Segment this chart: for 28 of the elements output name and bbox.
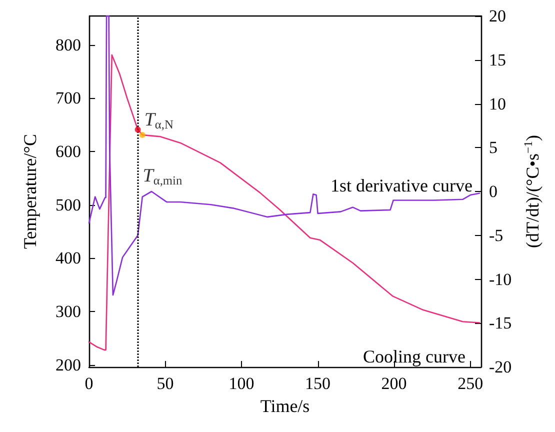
series-label: 1st derivative curve <box>330 175 472 196</box>
y2-tick-label: -20 <box>489 358 512 376</box>
y-tick-label: 200 <box>56 355 81 374</box>
y2-tick-label: -15 <box>489 314 512 333</box>
y-tick-label: 800 <box>56 35 81 54</box>
y-tick-label: 500 <box>56 195 81 214</box>
x-tick-label: 100 <box>228 374 254 393</box>
line-series <box>88 54 480 351</box>
y2-tick-label: 20 <box>489 6 506 26</box>
x-tick-label: 250 <box>458 374 484 393</box>
y2-tick-label: 5 <box>489 138 498 158</box>
y2-axis-title: (dT/dt)/(°C•s−1) <box>522 135 543 248</box>
y-tick-label: 600 <box>56 142 81 161</box>
y2-tick-label: -10 <box>489 270 512 289</box>
y-axis-title: Temperature/°C <box>20 134 40 249</box>
y-tick-label: 300 <box>56 302 81 322</box>
x-tick-label: 50 <box>156 374 174 393</box>
y2-tick-label: 15 <box>489 50 506 70</box>
x-tick-label: 200 <box>381 374 407 393</box>
y2-tick-label: -5 <box>489 226 504 245</box>
y2-tick-label: 10 <box>489 94 506 114</box>
x-tick-label: 0 <box>84 374 94 393</box>
x-axis-title: Time/s <box>260 396 310 416</box>
y-tick-label: 400 <box>56 248 81 268</box>
series-label: Cooling curve <box>362 346 466 367</box>
y2-tick-label: 0 <box>489 182 498 201</box>
y-tick-label: 700 <box>56 88 81 108</box>
x-tick-label: 150 <box>305 374 331 393</box>
